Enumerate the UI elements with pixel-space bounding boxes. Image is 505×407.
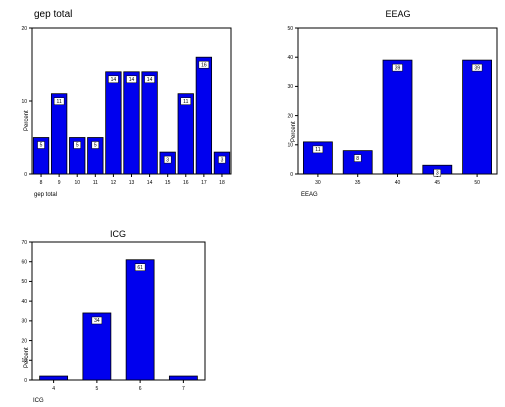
x-tick-label: 4 — [52, 386, 55, 392]
x-tick-label: 18 — [219, 180, 225, 186]
data-label-box — [353, 154, 362, 162]
bar-4 — [39, 375, 69, 381]
data-label: 3 — [436, 170, 439, 176]
data-label: 14 — [129, 77, 135, 83]
data-label: 3 — [166, 157, 169, 163]
x-tick-label: 35 — [355, 180, 361, 186]
data-label: 14 — [147, 77, 153, 83]
chart-title: EEAG — [385, 9, 410, 19]
y-tick-label: 20 — [21, 338, 27, 344]
y-tick-label: 10 — [21, 358, 27, 364]
y-tick-label: 70 — [21, 240, 27, 246]
data-label-box — [312, 145, 324, 154]
bar-14 — [141, 71, 158, 175]
data-label-box — [73, 141, 81, 149]
data-label-box — [37, 141, 45, 149]
y-tick-label: 0 — [290, 172, 293, 178]
data-label: 3 — [221, 157, 224, 163]
data-label-box — [91, 141, 100, 149]
y-axis-label: Percent — [24, 347, 30, 368]
y-tick-label: 10 — [21, 99, 27, 105]
data-label-box — [218, 155, 226, 164]
data-label-box — [392, 63, 403, 72]
plot-frame — [31, 241, 206, 381]
data-label-box — [471, 63, 483, 72]
data-label: 39 — [395, 65, 401, 71]
bar-16 — [177, 93, 194, 175]
data-label: 14 — [111, 77, 117, 83]
x-tick-label: 5 — [95, 386, 98, 392]
data-label-box — [163, 155, 172, 164]
x-tick-label: 9 — [58, 180, 61, 186]
data-label: 11 — [183, 99, 188, 105]
y-tick-label: 40 — [287, 55, 293, 61]
y-tick-label: 60 — [21, 260, 27, 266]
bar-13 — [123, 71, 140, 175]
data-label-box — [108, 75, 119, 84]
chart-3: ICG 0 10 20 30 40 50 60 70 4 5 34 6 61 7 ICG Percent — [21, 229, 206, 404]
data-label: 11 — [315, 147, 320, 153]
bar-50 — [462, 59, 493, 175]
data-label-box — [144, 75, 155, 84]
data-label-box — [91, 316, 103, 325]
data-label-box — [180, 97, 192, 105]
bar-40 — [382, 59, 413, 175]
y-tick-label: 50 — [287, 26, 293, 32]
x-tick-label: 10 — [74, 180, 80, 186]
x-tick-label: 14 — [147, 180, 153, 186]
data-label-box — [433, 168, 442, 177]
data-label: 39 — [474, 65, 480, 71]
y-axis-label: Percent — [291, 121, 297, 142]
data-label-box — [126, 75, 137, 84]
data-label: 61 — [137, 265, 143, 271]
data-label: 5 — [94, 143, 97, 149]
x-tick-label: 17 — [201, 180, 207, 186]
y-tick-label: 20 — [21, 26, 27, 32]
x-tick-label: 30 — [315, 180, 321, 186]
chart-title: gep total — [34, 9, 72, 20]
data-label: 16 — [201, 62, 207, 68]
data-label: 8 — [356, 156, 359, 162]
y-tick-label: 10 — [287, 143, 293, 149]
x-tick-label: 45 — [435, 180, 441, 186]
x-tick-label: 50 — [474, 180, 480, 186]
x-tick-label: 13 — [129, 180, 135, 186]
x-tick-label: 8 — [40, 180, 43, 186]
y-tick-label: 0 — [24, 172, 27, 178]
bar-9 — [50, 93, 68, 175]
bar-12 — [105, 71, 122, 175]
y-tick-label: 30 — [21, 319, 27, 325]
x-axis-label: ICG — [33, 398, 44, 404]
data-label-box — [53, 97, 65, 105]
data-label: 5 — [76, 143, 79, 149]
x-tick-label: 16 — [183, 180, 189, 186]
bar-35 — [342, 150, 373, 175]
chart-2: EEAG 0 10 20 30 40 50 30 11 35 8 40 39 45 3 50 39 EEAG Per… — [287, 9, 498, 198]
x-tick-label: 7 — [182, 386, 185, 392]
data-label-box — [198, 60, 210, 69]
data-label: 34 — [94, 318, 100, 324]
x-tick-label: 40 — [395, 180, 401, 186]
data-label: 11 — [57, 99, 62, 105]
x-tick-label: 12 — [111, 180, 117, 186]
y-tick-label: 20 — [287, 113, 293, 119]
x-tick-label: 6 — [139, 386, 142, 392]
y-tick-label: 50 — [21, 279, 27, 285]
x-tick-label: 15 — [165, 180, 171, 186]
data-label: 5 — [40, 143, 43, 149]
chart-1: gep total 0 10 20 8 5 9 11 10 5 11 5 12 14 13 14 14 14 15 3… — [21, 9, 232, 198]
bar-7 — [168, 375, 198, 381]
y-tick-label: 30 — [287, 84, 293, 90]
data-label-box — [134, 263, 146, 271]
x-axis-label: EEAG — [301, 192, 318, 198]
chart-title: ICG — [110, 229, 126, 239]
y-tick-label: 40 — [21, 299, 27, 305]
x-tick-label: 11 — [93, 180, 98, 186]
bar-6 — [125, 259, 155, 381]
y-axis-label: Percent — [24, 110, 30, 131]
x-axis-label: gep total — [34, 192, 57, 198]
bar-17 — [195, 56, 213, 175]
y-tick-label: 0 — [24, 378, 27, 384]
